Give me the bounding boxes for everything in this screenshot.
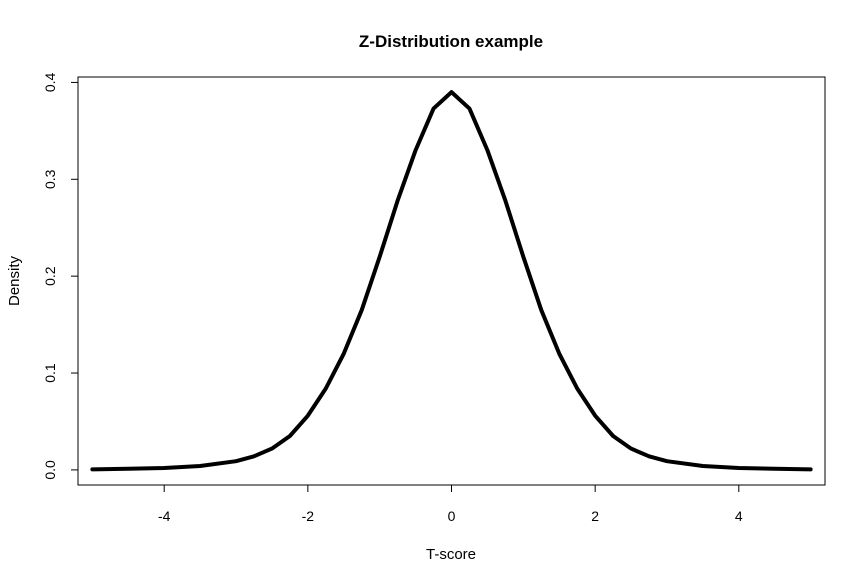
x-tick-label: -4 [158,508,171,524]
y-tick-label: 0.2 [42,266,58,286]
x-axis: -4 -2 0 2 4 [158,484,743,524]
y-tick-label: 0.3 [42,169,58,189]
x-tick-label: 0 [448,508,456,524]
series-line [90,90,813,472]
chart-title: Z-Distribution example [359,32,543,51]
x-tick-label: 2 [591,508,599,524]
y-tick-label: 0.0 [42,460,58,480]
x-tick-label: -2 [302,508,315,524]
x-axis-label: T-score [426,546,476,563]
y-axis-label: Density [6,255,23,306]
y-tick-label: 0.4 [42,72,58,92]
y-axis: 0.0 0.1 0.2 0.3 0.4 [42,72,79,480]
y-tick-label: 0.1 [42,363,58,383]
plot-frame [77,76,826,486]
x-tick-label: 4 [735,508,743,524]
